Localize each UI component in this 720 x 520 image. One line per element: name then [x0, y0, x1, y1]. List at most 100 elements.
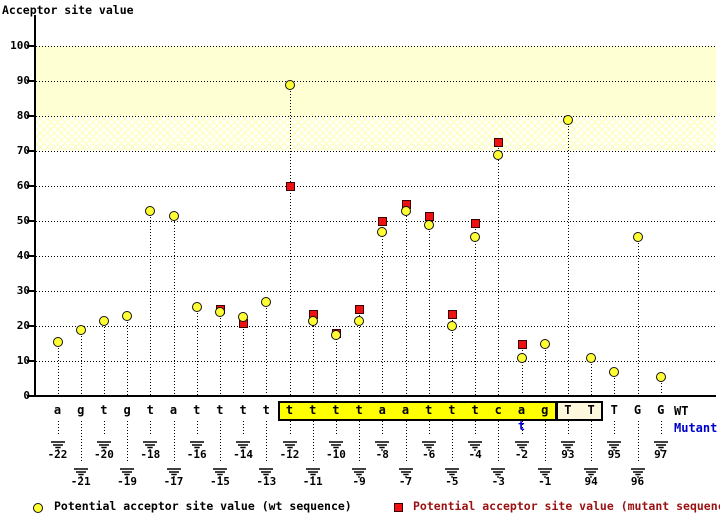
data-point-mutant [517, 339, 527, 349]
wt-row-label: WT [674, 404, 689, 418]
base-letter: a [53, 403, 62, 417]
ground-tick-icon [120, 463, 135, 478]
stem [637, 236, 639, 395]
y-tick-label: 70 [16, 144, 30, 157]
threshold-band [36, 116, 716, 151]
base-letter: a [401, 403, 410, 417]
position-connector [428, 421, 430, 436]
position-label: -12 [279, 448, 300, 461]
position-label: -7 [398, 475, 413, 488]
position-connector [451, 421, 453, 463]
position-label: -15 [209, 475, 230, 488]
data-point-wt [238, 312, 249, 323]
base-letter: t [448, 403, 456, 417]
ground-tick-icon [50, 436, 65, 451]
position-connector [173, 421, 175, 463]
stem [405, 203, 407, 395]
x-axis-line [34, 395, 716, 397]
stem [312, 313, 314, 395]
base-letter: t [216, 403, 224, 417]
position-connector [80, 421, 82, 463]
ground-tick-icon [189, 436, 204, 451]
position-connector [591, 421, 593, 463]
position-connector [359, 421, 361, 463]
y-tick-label: 40 [16, 249, 30, 262]
base-letter: t [262, 403, 270, 417]
legend-wt-label: Potential acceptor site value (wt sequen… [54, 499, 352, 513]
y-tick-label: 30 [16, 284, 30, 297]
base-letter: G [657, 403, 665, 417]
stem [219, 308, 221, 395]
stem [103, 320, 105, 395]
position-connector [289, 421, 291, 436]
y-axis-tick [27, 220, 34, 222]
position-label: -6 [422, 448, 436, 461]
position-connector [521, 421, 523, 436]
y-tick-label: 10 [16, 354, 30, 367]
ground-tick-icon [468, 436, 483, 451]
position-label: 93 [561, 448, 575, 461]
stem [359, 308, 361, 395]
stem [335, 333, 337, 395]
data-point-mutant [378, 217, 388, 226]
position-label: -21 [70, 475, 91, 488]
position-label: -2 [514, 448, 529, 461]
position-label: -19 [117, 475, 138, 488]
position-label: 95 [607, 448, 621, 461]
ground-tick-icon [560, 436, 575, 451]
data-point-wt [191, 301, 202, 312]
grid-line [36, 151, 716, 152]
base-letter: g [77, 403, 85, 417]
ground-tick-icon [421, 436, 436, 451]
grid-line [36, 256, 716, 257]
position-connector [266, 421, 268, 463]
base-letter: t [239, 403, 247, 417]
stem [127, 315, 129, 395]
ground-tick-icon [96, 436, 111, 451]
ground-tick-icon [236, 436, 251, 451]
y-tick-label: 80 [16, 109, 30, 122]
base-letter: g [123, 403, 131, 417]
y-tick-label: 50 [16, 214, 30, 227]
data-point-wt [52, 336, 63, 347]
y-tick-label: 20 [16, 319, 30, 332]
position-connector [544, 421, 546, 463]
data-point-wt [307, 315, 318, 326]
stem [660, 376, 662, 395]
y-axis-title: Acceptor site value [2, 3, 134, 17]
ground-tick-icon [259, 463, 274, 478]
position-label: -1 [538, 475, 552, 488]
base-letter: G [633, 403, 642, 417]
position-label: -10 [325, 448, 346, 461]
base-letter: t [193, 403, 201, 417]
legend-mutant-square-icon [394, 503, 403, 512]
position-connector [57, 421, 59, 436]
stem [544, 343, 546, 395]
position-label: -18 [140, 448, 161, 461]
position-connector [196, 421, 198, 436]
data-point-wt [609, 366, 620, 377]
stem [428, 215, 430, 395]
data-point-wt [261, 296, 272, 307]
position-connector [335, 421, 337, 436]
position-connector [475, 421, 477, 436]
base-letter: t [332, 403, 340, 417]
ground-tick-icon [166, 463, 181, 478]
base-letter: g [541, 403, 549, 417]
y-tick-label: 100 [10, 39, 30, 52]
position-label: -3 [491, 475, 505, 488]
data-point-wt [122, 310, 133, 321]
data-point-wt [562, 114, 573, 125]
base-letter: c [494, 403, 502, 417]
ground-tick-icon [398, 463, 413, 478]
position-label: -8 [375, 448, 389, 461]
grid-line [36, 326, 716, 327]
stem [614, 371, 616, 395]
y-axis-line [34, 15, 36, 396]
stem [289, 84, 291, 395]
ground-tick-icon [444, 463, 459, 478]
base-letter: T [564, 403, 572, 417]
base-letter: t [309, 403, 317, 417]
data-point-mutant [285, 182, 295, 191]
data-point-wt [98, 315, 109, 326]
